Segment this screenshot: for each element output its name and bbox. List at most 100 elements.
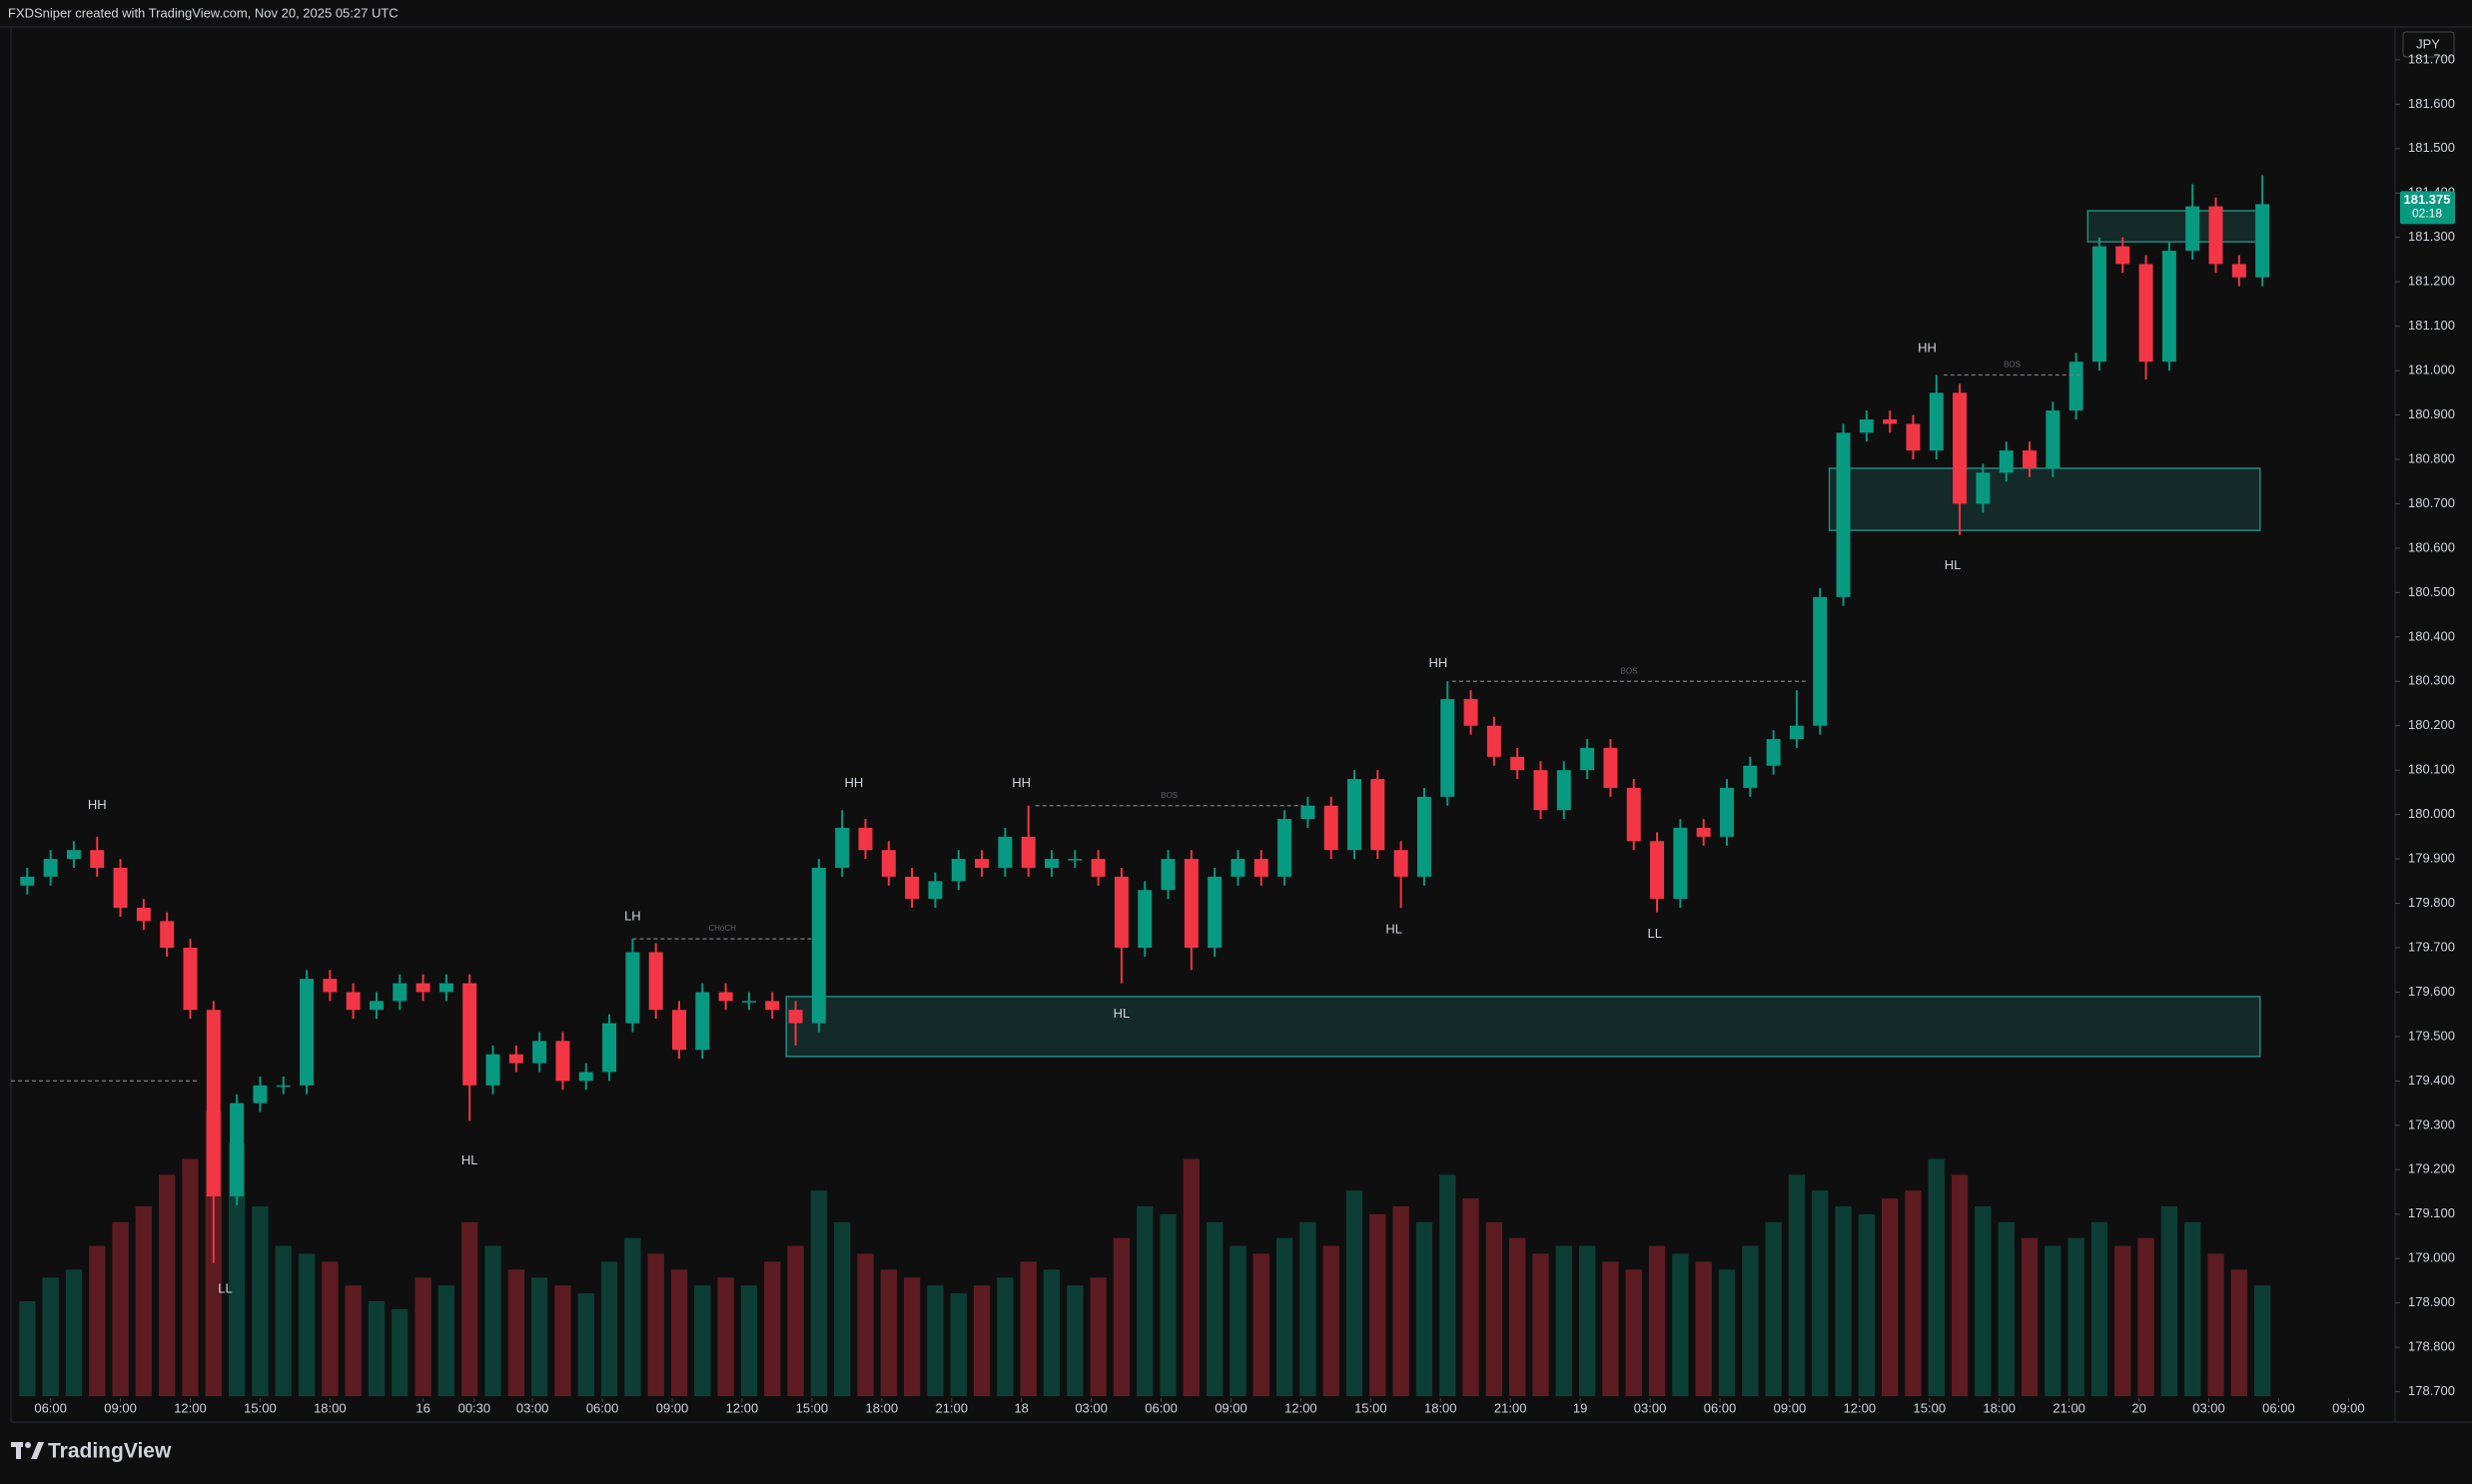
volume-bar [1555, 1245, 1572, 1396]
candle-body [1883, 418, 1898, 424]
candle-body [741, 1001, 756, 1003]
y-tick-label: 181.500 [2408, 140, 2455, 155]
candle-body [2138, 264, 2153, 363]
candle-body [1021, 836, 1036, 868]
volume-bar [1369, 1213, 1386, 1396]
structure-label: LL [1647, 926, 1661, 941]
y-tick-label: 180.100 [2408, 762, 2455, 777]
volume-bar [1695, 1261, 1712, 1396]
candle-body [1393, 850, 1408, 877]
volume-bar [2045, 1245, 2061, 1396]
x-tick-label: 03:00 [2192, 1400, 2225, 1415]
volume-bar [997, 1277, 1014, 1396]
structure-label: HL [461, 1152, 478, 1167]
x-tick-label: 09:00 [1774, 1400, 1807, 1415]
volume-bar [903, 1277, 921, 1396]
candle-body [1161, 859, 1176, 891]
volume-bar [1067, 1285, 1084, 1396]
candle-body [276, 1085, 291, 1088]
candle-body [1766, 739, 1781, 766]
candle-body [858, 827, 873, 851]
structure-level-label: BOS [1161, 791, 1178, 800]
candle-body [905, 876, 920, 900]
y-tick-label: 180.300 [2408, 673, 2455, 688]
candle-body [20, 876, 35, 886]
x-tick-label: 18:00 [314, 1400, 347, 1415]
candle-body [1859, 418, 1874, 433]
y-tick-label: 179.700 [2408, 939, 2455, 954]
x-tick-label: 12:00 [1284, 1400, 1317, 1415]
candle-body [462, 983, 477, 1086]
candle-body [765, 1001, 780, 1011]
candle-body [1906, 423, 1921, 451]
last-price-label: 181.375 [2404, 192, 2451, 207]
candle-body [718, 992, 733, 1002]
volume-bar [1392, 1206, 1409, 1396]
zone [785, 996, 2261, 1058]
candle-body [1813, 596, 1828, 726]
volume-bar [717, 1277, 734, 1396]
candle-body [369, 1001, 384, 1011]
volume-bar [647, 1253, 664, 1396]
y-tick-label: 179.500 [2408, 1028, 2455, 1043]
logo-icon [11, 1442, 44, 1459]
volume-bar [1415, 1221, 1433, 1396]
volume-bar [1206, 1221, 1224, 1396]
volume-bar [42, 1277, 59, 1396]
volume-bar [1439, 1174, 1456, 1396]
y-tick-label: 181.600 [2408, 96, 2455, 111]
volume-bar [1928, 1158, 1945, 1396]
volume-bar [298, 1253, 316, 1396]
volume-bar [1765, 1221, 1782, 1396]
x-tick-label: 18:00 [866, 1400, 899, 1415]
volume-bar [1509, 1237, 1526, 1396]
volume-bar [2090, 1221, 2108, 1396]
candle-body [1533, 770, 1548, 811]
volume-bar [1975, 1206, 1992, 1396]
candle-body [90, 850, 105, 868]
volume-bar [484, 1245, 501, 1396]
volume-bar [694, 1285, 711, 1396]
candle-body [555, 1041, 570, 1082]
candle-body [998, 836, 1013, 868]
y-tick-label: 181.300 [2408, 229, 2455, 244]
volume-bar [1858, 1213, 1876, 1396]
structure-label: HH [1918, 340, 1937, 355]
structure-label: HH [1012, 775, 1031, 790]
candle-body [1370, 779, 1385, 851]
candle-body [1253, 859, 1268, 877]
volume-bar [927, 1285, 944, 1396]
y-tick-label: 180.700 [2408, 495, 2455, 510]
volume-bar [1275, 1237, 1293, 1396]
candle-body [230, 1103, 245, 1196]
header-text: FXDSniper created with TradingView.com, … [8, 5, 399, 20]
y-tick-label: 181.200 [2408, 274, 2455, 289]
volume-bar [1137, 1206, 1154, 1396]
y-tick-label: 179.800 [2408, 895, 2455, 910]
volume-bar [1532, 1253, 1549, 1396]
volume-bar [182, 1158, 199, 1396]
candle-body [323, 979, 338, 993]
x-tick-label: 09:00 [1215, 1400, 1247, 1415]
x-tick-label: 21:00 [2053, 1400, 2085, 1415]
currency-button[interactable] [2402, 31, 2455, 58]
volume-bar [1905, 1190, 1922, 1396]
structure-label: HH [1429, 655, 1448, 670]
candle-body [1486, 725, 1501, 757]
volume-bar [600, 1261, 618, 1396]
currency-label[interactable]: JPY [2416, 36, 2440, 51]
candle-body [183, 948, 198, 1011]
candle-body [415, 983, 430, 993]
candle-body [2161, 251, 2176, 363]
y-tick-label: 179.000 [2408, 1250, 2455, 1265]
x-tick-label: 06:00 [1704, 1400, 1737, 1415]
volume-bar [2207, 1253, 2224, 1396]
volume-bar [1672, 1253, 1689, 1396]
structure-label: LL [218, 1281, 232, 1296]
candle-body [1789, 725, 1804, 740]
x-tick-label: 06:00 [586, 1400, 619, 1415]
candle-body [648, 952, 663, 1011]
candle-body [2185, 206, 2200, 252]
x-tick-label: 20 [2131, 1400, 2145, 1415]
